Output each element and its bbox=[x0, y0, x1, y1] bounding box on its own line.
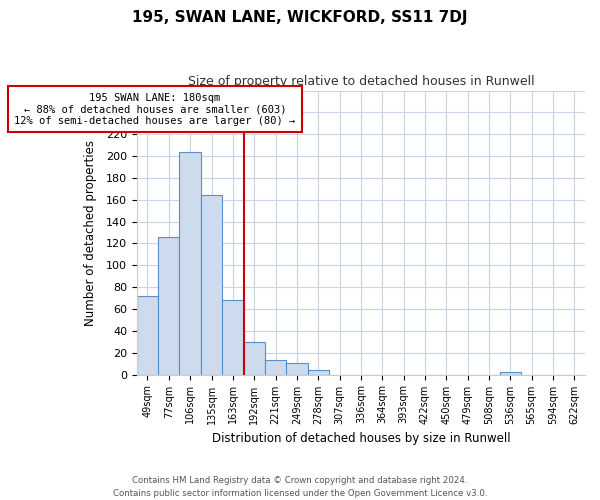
Bar bbox=[222, 300, 244, 374]
Bar bbox=[286, 362, 308, 374]
Y-axis label: Number of detached properties: Number of detached properties bbox=[85, 140, 97, 326]
Bar bbox=[265, 360, 286, 374]
Bar bbox=[137, 296, 158, 374]
Bar bbox=[308, 370, 329, 374]
Text: 195 SWAN LANE: 180sqm
← 88% of detached houses are smaller (603)
12% of semi-det: 195 SWAN LANE: 180sqm ← 88% of detached … bbox=[14, 92, 296, 126]
Bar bbox=[158, 237, 179, 374]
Text: Contains HM Land Registry data © Crown copyright and database right 2024.
Contai: Contains HM Land Registry data © Crown c… bbox=[113, 476, 487, 498]
Bar bbox=[244, 342, 265, 374]
Bar bbox=[179, 152, 201, 374]
Text: 195, SWAN LANE, WICKFORD, SS11 7DJ: 195, SWAN LANE, WICKFORD, SS11 7DJ bbox=[132, 10, 468, 25]
Bar bbox=[201, 196, 222, 374]
Title: Size of property relative to detached houses in Runwell: Size of property relative to detached ho… bbox=[188, 75, 534, 88]
X-axis label: Distribution of detached houses by size in Runwell: Distribution of detached houses by size … bbox=[212, 432, 510, 445]
Bar bbox=[500, 372, 521, 374]
